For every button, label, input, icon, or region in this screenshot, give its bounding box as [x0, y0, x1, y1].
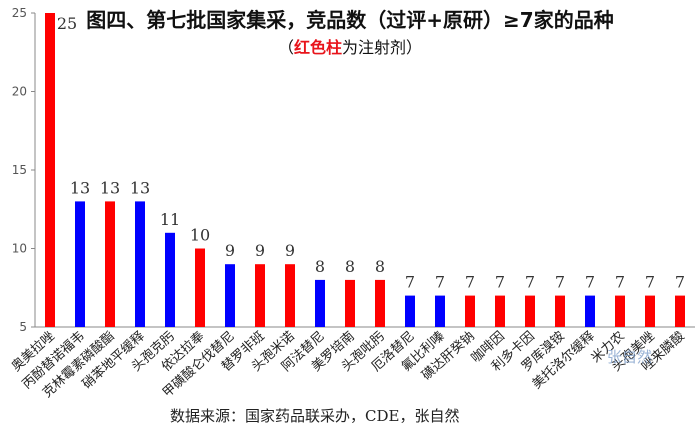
bar [645, 295, 655, 327]
subtitle-highlight: 红色柱 [293, 38, 342, 57]
data-label: 13 [100, 178, 120, 197]
bar [465, 295, 475, 327]
data-label: 7 [465, 273, 475, 292]
data-label: 8 [315, 257, 325, 276]
watermark-text: 张自然 [607, 348, 653, 366]
y-tick-label: 10 [12, 242, 27, 256]
subtitle-open: （ [277, 38, 294, 57]
data-label: 13 [130, 178, 150, 197]
data-label: 9 [255, 241, 265, 260]
bar [75, 201, 85, 327]
y-tick-label: 5 [19, 320, 27, 334]
bar [105, 201, 115, 327]
data-label: 7 [675, 273, 685, 292]
bar [375, 279, 385, 327]
bar [225, 264, 235, 327]
bar [405, 295, 415, 327]
data-label: 7 [435, 273, 445, 292]
bar [135, 201, 145, 327]
category-labels-group: 奥美拉唑丙酚替诺福韦克林霉素磷酸酯硝苯地平缓释头孢克肟依达拉奉甲磺酸仑伐替尼替罗… [8, 328, 687, 401]
data-label: 8 [345, 257, 355, 276]
bar [315, 279, 325, 327]
data-label: 9 [285, 241, 295, 260]
data-label: 7 [585, 273, 595, 292]
data-label: 7 [555, 273, 565, 292]
bar [165, 232, 175, 327]
y-tick-label: 25 [12, 6, 27, 20]
bar [495, 295, 505, 327]
data-label: 7 [405, 273, 415, 292]
data-label: 7 [645, 273, 655, 292]
bar [525, 295, 535, 327]
bar [585, 295, 595, 327]
bar [555, 295, 565, 327]
y-tick-label: 20 [12, 85, 27, 99]
bar [45, 13, 55, 327]
data-source: 数据来源：国家药品联采办，CDE，张自然 [170, 407, 460, 425]
value-labels-group: 25 13 13 13 11 10 9 9 9 8 8 8 7 7 7 7 7 7 7 7 7 7 [57, 14, 685, 292]
bar [345, 279, 355, 327]
bar [195, 248, 205, 327]
bars-group [45, 13, 685, 327]
data-label: 11 [160, 210, 180, 229]
bar [615, 295, 625, 327]
data-label: 25 [57, 14, 77, 33]
chart-title: 图四、第七批国家集采，竞品数（过评+原研）≥7家的品种 [86, 8, 614, 32]
data-label: 13 [70, 178, 90, 197]
bar [255, 264, 265, 327]
subtitle-rest: 为注射剂） [342, 38, 423, 57]
data-label: 7 [615, 273, 625, 292]
y-tick-label: 15 [12, 163, 27, 177]
data-label: 10 [190, 226, 210, 245]
bar [285, 264, 295, 327]
bar [675, 295, 685, 327]
data-label: 9 [225, 241, 235, 260]
data-label: 8 [375, 257, 385, 276]
data-label: 7 [525, 273, 535, 292]
data-label: 7 [495, 273, 505, 292]
chart-subtitle: （红色柱为注射剂） [0, 34, 700, 58]
bar [435, 295, 445, 327]
